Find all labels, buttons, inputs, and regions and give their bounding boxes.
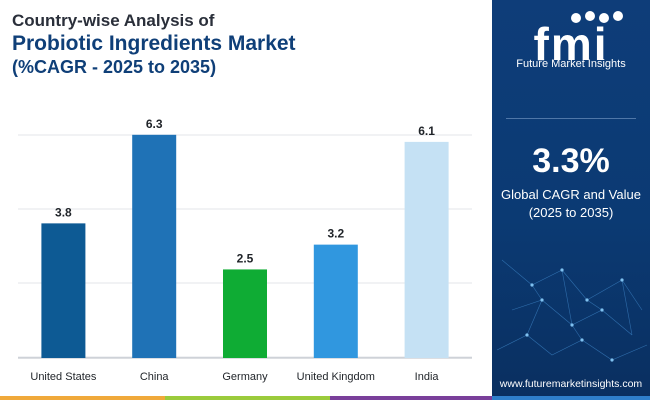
- network-graphic: [496, 259, 648, 362]
- bar-china: [132, 134, 177, 358]
- title-line-2: Probiotic Ingredients Market: [12, 32, 296, 55]
- chart-title: Country-wise Analysis of Probiotic Ingre…: [12, 10, 482, 78]
- cagr-label-line-1: Global CAGR and Value: [501, 187, 641, 202]
- fmi-logo: fmi: [534, 11, 623, 70]
- bar-united-states: [41, 223, 86, 358]
- x-tick-label: United Kingdom: [297, 371, 375, 383]
- divider: [506, 118, 636, 119]
- logo-wordmark: fmi: [534, 18, 609, 70]
- x-tick-label: United States: [30, 371, 97, 383]
- bar-united-kingdom: [313, 244, 358, 358]
- stripe-segment: [0, 396, 165, 400]
- data-label: 6.3: [146, 117, 163, 131]
- x-tick-label: Germany: [222, 371, 268, 383]
- cagr-label-line-2: (2025 to 2035): [528, 205, 614, 220]
- website-url: www.futuremarketinsights.com: [499, 378, 643, 390]
- data-label: 2.5: [237, 251, 254, 265]
- stripe-segment: [492, 396, 650, 400]
- global-cagr-label: Global CAGR and Value (2025 to 2035): [492, 186, 650, 222]
- bar-chart: 3.8 6.3 2.5 3.2 6.1 United States China German…: [18, 117, 472, 383]
- brand-name: Future Market Insights: [516, 58, 626, 70]
- data-label: 6.1: [418, 124, 435, 138]
- sidebar-panel: fmi Future Market Insights 3.3% Global C…: [492, 0, 650, 400]
- stripe-segment: [330, 396, 492, 400]
- title-line-3: (%CAGR - 2025 to 2035): [12, 57, 217, 77]
- title-line-1: Country-wise Analysis of: [12, 11, 215, 30]
- bar-germany: [223, 269, 267, 358]
- stripe-segment: [165, 396, 330, 400]
- x-tick-label: India: [415, 371, 440, 383]
- global-cagr-value: 3.3%: [532, 142, 610, 180]
- data-label: 3.8: [55, 205, 72, 219]
- data-label: 3.2: [327, 227, 344, 241]
- x-tick-label: China: [140, 371, 170, 383]
- bar-india: [404, 141, 449, 358]
